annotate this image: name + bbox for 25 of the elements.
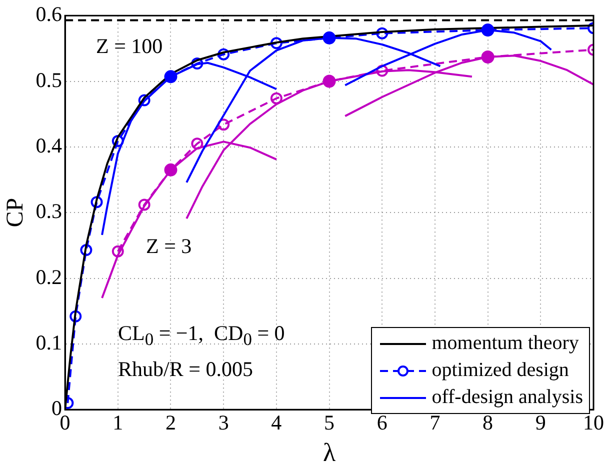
- annotation: Z = 3: [146, 234, 192, 259]
- x-tick-label: 8: [482, 410, 494, 435]
- y-tick-label: 0.1: [36, 330, 62, 354]
- x-axis-title: λ: [322, 438, 336, 468]
- x-tick-label: 9: [535, 410, 546, 435]
- legend-label: optimized design: [432, 358, 569, 383]
- x-tick-label: 6: [376, 410, 388, 435]
- x-tick-label: 2: [165, 410, 176, 435]
- x-tick-label: 7: [430, 410, 440, 435]
- legend-label: momentum theory: [432, 331, 579, 356]
- x-tick-label: 3: [218, 410, 229, 435]
- y-tick-label: 0.2: [36, 264, 62, 289]
- legend-label: off-design analysis: [432, 385, 583, 410]
- x-tick-label: 4: [271, 410, 282, 435]
- y-tick-label: 0.4: [36, 133, 63, 158]
- y-tick-label: 0.3: [36, 199, 62, 224]
- x-tick-label: 5: [324, 410, 335, 435]
- x-tick-label: 1: [112, 410, 124, 435]
- annotation: Z = 100: [96, 34, 163, 59]
- y-axis-title: CP: [2, 198, 29, 228]
- y-tick-label: 0.6: [36, 2, 62, 26]
- annotation: CL$_{0}$ = −1, CD$_{0}$ = 0: [118, 320, 285, 352]
- y-tick-label: 0.5: [36, 68, 62, 92]
- annotation: Rhub/R = 0.005: [118, 356, 254, 384]
- x-tick-label: 10: [583, 410, 604, 435]
